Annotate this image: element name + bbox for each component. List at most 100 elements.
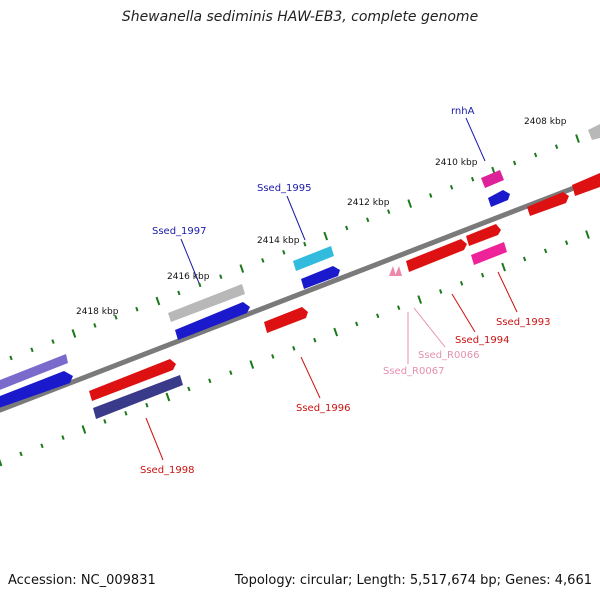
page-title: Shewanella sediminis HAW-EB3, complete g… <box>121 9 479 25</box>
gene-feature <box>89 359 176 401</box>
tick-mark <box>459 280 464 286</box>
kbp-label: 2416 kbp <box>167 272 210 282</box>
tick-mark <box>333 327 339 337</box>
tick-mark <box>114 314 118 320</box>
tick-mark <box>313 337 317 343</box>
gene-feature <box>471 242 507 265</box>
tick-mark <box>103 419 107 424</box>
gene-feature <box>168 284 245 322</box>
tick-mark <box>219 274 223 280</box>
tick-mark <box>261 258 265 263</box>
genome-stats-text: Topology: circular; Length: 5,517,674 bp… <box>234 573 592 588</box>
gene-feature <box>175 302 250 340</box>
gene-feature <box>527 192 569 216</box>
tick-mark <box>480 272 485 278</box>
gene-label-ssed-1995[interactable]: Ssed_1995 <box>257 183 312 194</box>
tick-mark <box>177 290 181 296</box>
gene-labels: rnhA Ssed_1995 Ssed_1997 Ssed_1993 Ssed_… <box>140 106 551 476</box>
gene-feature <box>93 375 183 419</box>
tick-mark <box>575 134 580 143</box>
gene-feature <box>0 371 73 408</box>
gene-feature <box>389 266 396 276</box>
tick-mark <box>165 392 171 402</box>
gene-label-ssed-1998[interactable]: Ssed_1998 <box>140 465 195 476</box>
tick-mark <box>93 323 97 328</box>
genome-backbone <box>0 175 600 413</box>
accession-text: Accession: NC_009831 <box>8 573 156 588</box>
kbp-scale: 2408 kbp 2410 kbp 2412 kbp 2414 kbp 2416… <box>76 117 567 317</box>
tick-mark <box>355 321 359 327</box>
tick-mark <box>61 435 65 440</box>
tick-mark <box>303 241 307 247</box>
gene-feature <box>301 266 340 289</box>
tick-mark <box>81 425 87 434</box>
gene-label-ssed-1994[interactable]: Ssed_1994 <box>455 335 510 346</box>
tick-mark <box>323 231 329 241</box>
tick-mark <box>292 345 296 351</box>
tick-mark <box>543 248 548 254</box>
tick-mark <box>376 313 380 319</box>
gene-feature <box>588 124 600 140</box>
gene-feature <box>395 266 402 276</box>
tick-mark <box>51 339 55 344</box>
tick-mark <box>501 262 506 272</box>
tick-mark <box>9 355 13 361</box>
tick-mark <box>30 347 34 353</box>
tick-mark <box>249 360 255 369</box>
leader-ssed-1993 <box>497 271 518 313</box>
tick-mark <box>19 451 23 457</box>
tick-mark <box>407 199 413 208</box>
tick-mark <box>564 240 569 246</box>
tick-mark <box>135 306 139 312</box>
tick-mark <box>397 305 401 311</box>
gene-feature <box>406 239 467 272</box>
tick-mark <box>145 402 149 408</box>
gene-feature <box>481 170 504 188</box>
tick-mark <box>345 225 349 231</box>
leader-lines <box>145 117 518 461</box>
leader-ssed-r0066 <box>413 307 446 348</box>
kbp-label: 2414 kbp <box>257 236 300 246</box>
tick-mark <box>585 230 590 239</box>
tick-mark <box>0 458 3 467</box>
tick-mark <box>387 209 391 215</box>
leader-ssed-1997 <box>180 238 200 284</box>
tick-mark <box>554 144 559 150</box>
gene-label-rnhA[interactable]: rnhA <box>451 106 475 117</box>
tick-mark <box>239 264 245 273</box>
kbp-label: 2408 kbp <box>524 117 567 127</box>
leader-ssed-1994 <box>451 293 476 333</box>
tick-mark <box>522 256 527 262</box>
gene-label-ssed-1997[interactable]: Ssed_1997 <box>152 226 207 237</box>
tick-mark <box>439 289 443 294</box>
tick-mark <box>271 354 275 359</box>
tick-mark <box>366 217 370 223</box>
gene-feature <box>572 173 600 196</box>
tick-mark <box>208 378 212 384</box>
kbp-label: 2418 kbp <box>76 307 119 317</box>
gene-feature <box>293 246 334 271</box>
gene-label-ssed-r0067[interactable]: Ssed_R0067 <box>383 366 444 377</box>
gene-features <box>0 124 600 419</box>
leader-ssed-1995 <box>286 195 306 241</box>
tick-mark <box>198 282 202 288</box>
gene-label-ssed-1996[interactable]: Ssed_1996 <box>296 403 351 414</box>
tick-mark <box>533 152 538 158</box>
gene-feature <box>488 190 510 207</box>
tick-mark <box>417 295 423 304</box>
gene-feature <box>0 354 68 390</box>
tick-mark <box>229 370 233 376</box>
tick-mark <box>71 329 77 338</box>
tick-mark <box>282 249 286 255</box>
tick-mark <box>429 193 433 198</box>
gene-feature <box>264 307 308 333</box>
kbp-label: 2412 kbp <box>347 198 390 208</box>
leader-rnhA <box>465 117 486 162</box>
tick-mark <box>40 443 44 449</box>
gene-label-ssed-r0066[interactable]: Ssed_R0066 <box>418 350 479 361</box>
tick-mark <box>512 160 517 166</box>
tick-mark <box>124 410 128 416</box>
gene-label-ssed-1993[interactable]: Ssed_1993 <box>496 317 551 328</box>
leader-ssed-1996 <box>300 356 321 399</box>
